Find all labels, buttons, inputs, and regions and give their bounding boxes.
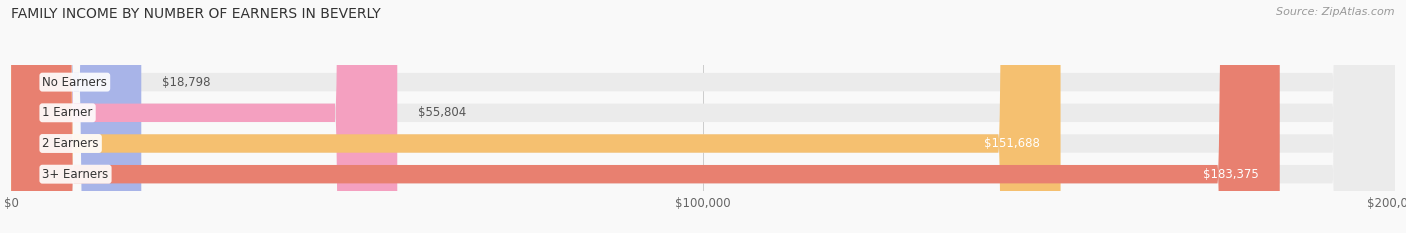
Text: $183,375: $183,375 [1204,168,1258,181]
Text: 1 Earner: 1 Earner [42,106,93,119]
Text: $151,688: $151,688 [984,137,1040,150]
Text: $55,804: $55,804 [418,106,467,119]
Text: No Earners: No Earners [42,76,107,89]
FancyBboxPatch shape [11,0,1060,233]
FancyBboxPatch shape [11,0,1395,233]
FancyBboxPatch shape [11,0,141,233]
FancyBboxPatch shape [11,0,1395,233]
Text: 3+ Earners: 3+ Earners [42,168,108,181]
Text: Source: ZipAtlas.com: Source: ZipAtlas.com [1277,7,1395,17]
FancyBboxPatch shape [11,0,398,233]
FancyBboxPatch shape [11,0,1395,233]
Text: 2 Earners: 2 Earners [42,137,98,150]
Text: FAMILY INCOME BY NUMBER OF EARNERS IN BEVERLY: FAMILY INCOME BY NUMBER OF EARNERS IN BE… [11,7,381,21]
FancyBboxPatch shape [11,0,1395,233]
Text: $18,798: $18,798 [162,76,211,89]
FancyBboxPatch shape [11,0,1279,233]
